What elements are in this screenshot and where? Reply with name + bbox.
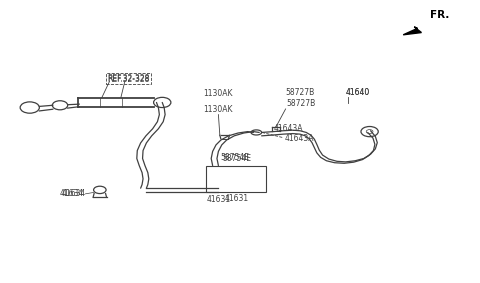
- Text: 1130AK: 1130AK: [204, 89, 233, 98]
- Text: 1130AK: 1130AK: [204, 105, 233, 114]
- Text: REF.32-328: REF.32-328: [108, 75, 150, 84]
- Text: 41640: 41640: [346, 88, 370, 97]
- Text: 41634: 41634: [60, 189, 84, 198]
- Text: 41634: 41634: [61, 189, 85, 198]
- Text: 58727B: 58727B: [287, 99, 316, 108]
- Text: 41631: 41631: [207, 195, 231, 204]
- Text: 58754E: 58754E: [221, 153, 250, 162]
- Text: 41631: 41631: [224, 194, 249, 203]
- Text: 41643A: 41643A: [274, 124, 303, 133]
- Text: 41640: 41640: [346, 88, 370, 97]
- Text: 58754E: 58754E: [222, 154, 251, 163]
- Polygon shape: [403, 27, 421, 35]
- Bar: [206, 166, 266, 192]
- Text: 58727B: 58727B: [286, 88, 315, 97]
- Text: 41643A: 41643A: [284, 134, 313, 143]
- Text: FR.: FR.: [430, 10, 449, 20]
- Text: REF.32-328: REF.32-328: [108, 74, 150, 83]
